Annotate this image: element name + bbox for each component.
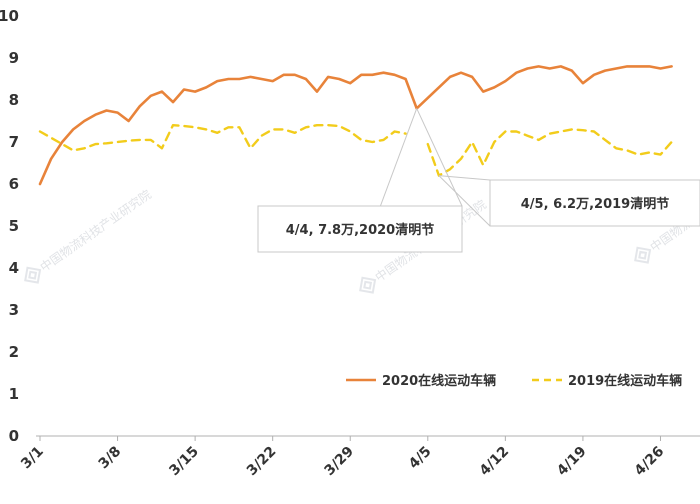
annotation-leader-line (438, 175, 491, 181)
y-tick-label: 8 (9, 91, 19, 109)
x-tick-label: 4/12 (477, 444, 513, 480)
y-tick-label: 0 (9, 427, 19, 445)
x-tick-label: 4/19 (554, 444, 590, 480)
legend-item: 2020在线运动车辆 (346, 373, 496, 389)
watermark-logo-icon (24, 266, 42, 284)
x-tick-label: 3/29 (321, 444, 357, 480)
y-tick-label: 3 (9, 301, 19, 319)
x-tick-label: 3/1 (18, 444, 47, 473)
legend-label: 2019在线运动车辆 (568, 373, 682, 389)
y-tick-label: 5 (9, 217, 19, 235)
series-line-2 (38, 124, 673, 177)
annotation-box (489, 179, 700, 227)
y-tick-label: 1 (9, 385, 19, 403)
annotation-label: 4/4, 7.8万,2020清明节 (286, 222, 434, 238)
annotation-callout: 4/4, 7.8万,2020清明节 (257, 108, 463, 253)
watermark: 中国物流科技产业研究院 (24, 187, 154, 284)
y-tick-label: 4 (9, 259, 19, 277)
x-tick-label: 4/26 (632, 444, 668, 480)
y-tick-label: 7 (9, 133, 19, 151)
watermark-logo-icon (359, 276, 377, 294)
y-tick-label: 10 (0, 7, 19, 25)
x-tick-label: 3/22 (244, 444, 280, 480)
series-line-1 (38, 65, 673, 186)
annotation-leader-line (416, 108, 463, 207)
series-layer (38, 65, 673, 186)
legend: 2020在线运动车辆 2019在线运动车辆 (346, 373, 682, 389)
annotation-label: 4/5, 6.2万,2019清明节 (521, 196, 669, 212)
y-tick-label: 2 (9, 343, 19, 361)
annotation-leader-line (379, 108, 418, 207)
y-tick-label: 6 (9, 175, 19, 193)
annotation-callout: 4/5, 6.2万,2019清明节 (438, 175, 700, 227)
x-tick-label: 3/15 (166, 444, 202, 480)
x-tick-label: 3/8 (96, 444, 125, 473)
legend-label: 2020在线运动车辆 (382, 373, 496, 389)
watermark-text: 中国物流科技产业研究院 (37, 187, 154, 275)
y-tick-label: 9 (9, 49, 19, 67)
watermark-logo-icon (634, 246, 652, 264)
legend-item: 2019在线运动车辆 (532, 373, 682, 389)
x-tick-label: 4/5 (406, 444, 435, 473)
annotations: 4/4, 7.8万,2020清明节 4/5, 6.2万,2019清明节 (257, 108, 700, 253)
annotation-box (257, 205, 463, 253)
annotation-leader-line (438, 175, 491, 227)
